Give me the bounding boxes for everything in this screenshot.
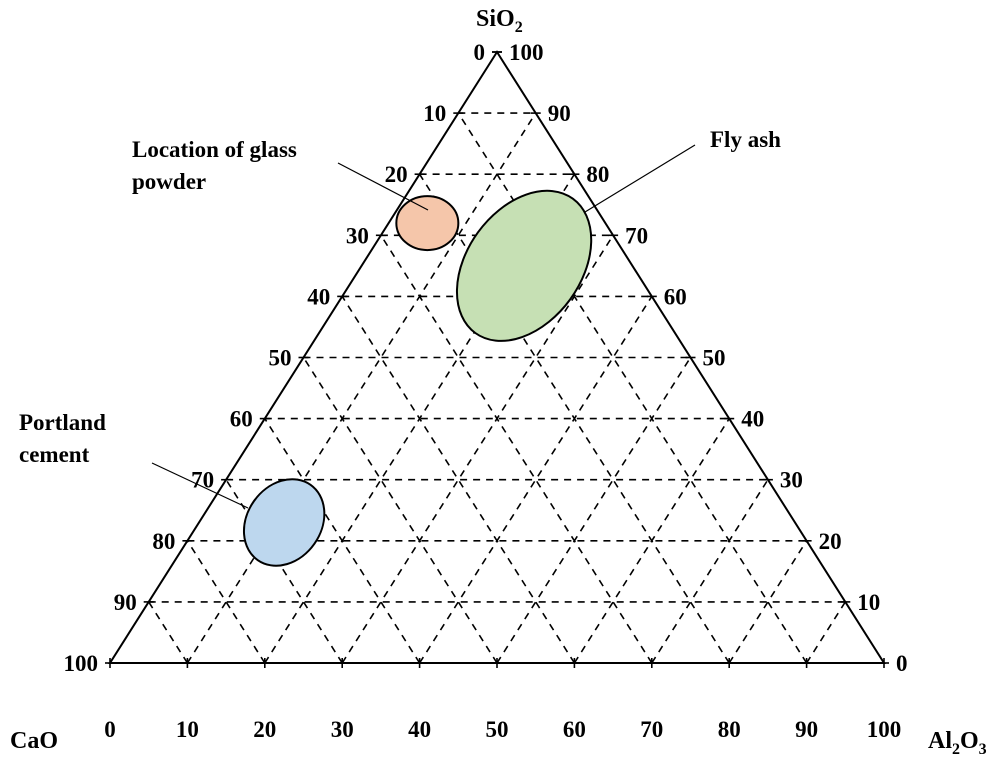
tick-label-left: 10	[423, 101, 446, 126]
tick-label-bottom: 100	[867, 717, 902, 742]
tick-label-right: 10	[857, 590, 880, 615]
grid-line-al2o3	[186, 112, 537, 664]
region-labels: Location of glass powder Fly ash Portland ce…	[19, 127, 781, 467]
grid-line-al2o3	[573, 418, 730, 664]
leader-line-location-of-glass-powder	[337, 162, 429, 211]
tick-label-right: 50	[703, 346, 726, 371]
grid-line-cao	[457, 112, 808, 664]
region-label-portland-cement: Portland	[19, 410, 106, 435]
tick-label-bottom: 20	[253, 717, 276, 742]
tick-label-right: 90	[548, 101, 571, 126]
tick-label-right: 100	[509, 40, 544, 65]
tick-label-right: 30	[780, 468, 803, 493]
axis-label-sio2: SiO2	[476, 6, 523, 36]
axis-label-al2o3: Al2O3	[928, 728, 987, 758]
grid-line-al2o3	[341, 234, 614, 664]
tick-label-bottom: 60	[563, 717, 586, 742]
region-label-location-of-glass-powder: Location of glass	[132, 137, 297, 162]
tick-label-bottom: 30	[331, 717, 354, 742]
tick-label-left: 0	[474, 40, 486, 65]
composition-regions	[242, 189, 593, 567]
tick-label-left: 90	[114, 590, 137, 615]
grid-lines	[148, 112, 846, 664]
tick-label-left: 40	[307, 284, 330, 309]
tick-labels: 0102030405060708090100100908070605040302…	[64, 40, 908, 742]
region-label-fly-ash: Fly ash	[710, 127, 781, 152]
tick-label-left: 20	[385, 162, 408, 187]
tick-label-bottom: 0	[104, 717, 116, 742]
grid-line-al2o3	[651, 479, 769, 664]
region-location-of-glass-powder	[395, 195, 460, 252]
tick-label-left: 60	[230, 407, 253, 432]
tick-label-bottom: 50	[486, 717, 509, 742]
region-label-location-of-glass-powder: powder	[132, 169, 206, 194]
region-portland-cement	[242, 478, 326, 567]
grid-line-al2o3	[728, 540, 808, 664]
region-fly-ash	[455, 189, 593, 342]
tick-label-right: 40	[741, 407, 764, 432]
tick-label-right: 70	[625, 223, 648, 248]
tick-label-right: 80	[586, 162, 609, 187]
tick-label-left: 100	[64, 651, 99, 676]
grid-line-cao	[302, 357, 498, 664]
tick-label-left: 80	[152, 529, 175, 554]
tick-label-bottom: 80	[718, 717, 741, 742]
tick-label-bottom: 40	[408, 717, 431, 742]
grid-line-al2o3	[805, 601, 846, 664]
tick-label-left: 30	[346, 223, 369, 248]
grid-line-cao	[380, 234, 653, 664]
grid-line-cao	[264, 418, 421, 664]
axis-label-cao: CaO	[10, 728, 58, 754]
tick-label-bottom: 90	[795, 717, 818, 742]
leader-lines	[151, 144, 696, 509]
leader-line-fly-ash	[584, 144, 696, 213]
tick-label-bottom: 10	[176, 717, 199, 742]
grid-line-cao	[148, 601, 189, 664]
region-label-portland-cement: cement	[19, 442, 90, 467]
tick-label-right: 60	[664, 284, 687, 309]
tick-label-bottom: 70	[640, 717, 663, 742]
tick-label-right: 0	[896, 651, 908, 676]
tick-label-right: 20	[819, 529, 842, 554]
tick-label-left: 70	[191, 468, 214, 493]
tick-label-left: 50	[269, 346, 292, 371]
grid-line-cao	[225, 479, 343, 664]
leader-line-portland-cement	[151, 462, 249, 509]
tick-marks	[105, 51, 889, 668]
grid-line-al2o3	[496, 357, 692, 664]
grid-line-cao	[186, 540, 266, 664]
